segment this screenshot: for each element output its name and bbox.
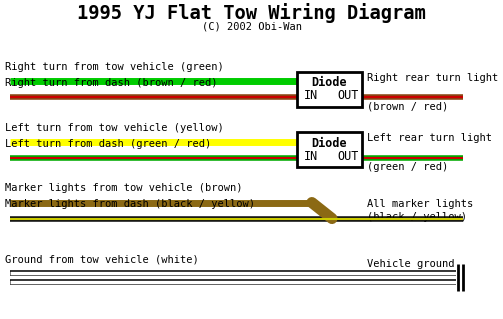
Text: (black / yellow): (black / yellow) [367, 212, 467, 222]
Text: Marker lights from dash (black / yellow): Marker lights from dash (black / yellow) [5, 199, 255, 209]
Bar [297, 132, 362, 167]
Text: Vehicle ground: Vehicle ground [367, 259, 455, 269]
Text: OUT: OUT [337, 89, 359, 102]
Text: 1995 YJ Flat Tow Wiring Diagram: 1995 YJ Flat Tow Wiring Diagram [77, 3, 426, 23]
Text: Ground from tow vehicle (white): Ground from tow vehicle (white) [5, 255, 199, 265]
Bar [297, 72, 362, 107]
Text: All marker lights: All marker lights [367, 198, 473, 209]
Text: IN: IN [304, 89, 318, 102]
Text: IN: IN [304, 150, 318, 163]
Text: (C) 2002 Obi-Wan: (C) 2002 Obi-Wan [202, 21, 301, 31]
Text: Left rear turn light: Left rear turn light [367, 133, 492, 143]
Text: Diode: Diode [312, 77, 347, 89]
Text: Left turn from dash (green / red): Left turn from dash (green / red) [5, 138, 211, 149]
Text: Marker lights from tow vehicle (brown): Marker lights from tow vehicle (brown) [5, 183, 242, 193]
Text: Diode: Diode [312, 137, 347, 150]
Text: (brown / red): (brown / red) [367, 101, 449, 111]
Text: Right turn from tow vehicle (green): Right turn from tow vehicle (green) [5, 62, 224, 72]
Text: Left turn from tow vehicle (yellow): Left turn from tow vehicle (yellow) [5, 122, 224, 133]
Text: Right rear turn light: Right rear turn light [367, 72, 498, 83]
Text: (green / red): (green / red) [367, 162, 449, 172]
Text: Right turn from dash (brown / red): Right turn from dash (brown / red) [5, 78, 217, 88]
Text: OUT: OUT [337, 150, 359, 163]
